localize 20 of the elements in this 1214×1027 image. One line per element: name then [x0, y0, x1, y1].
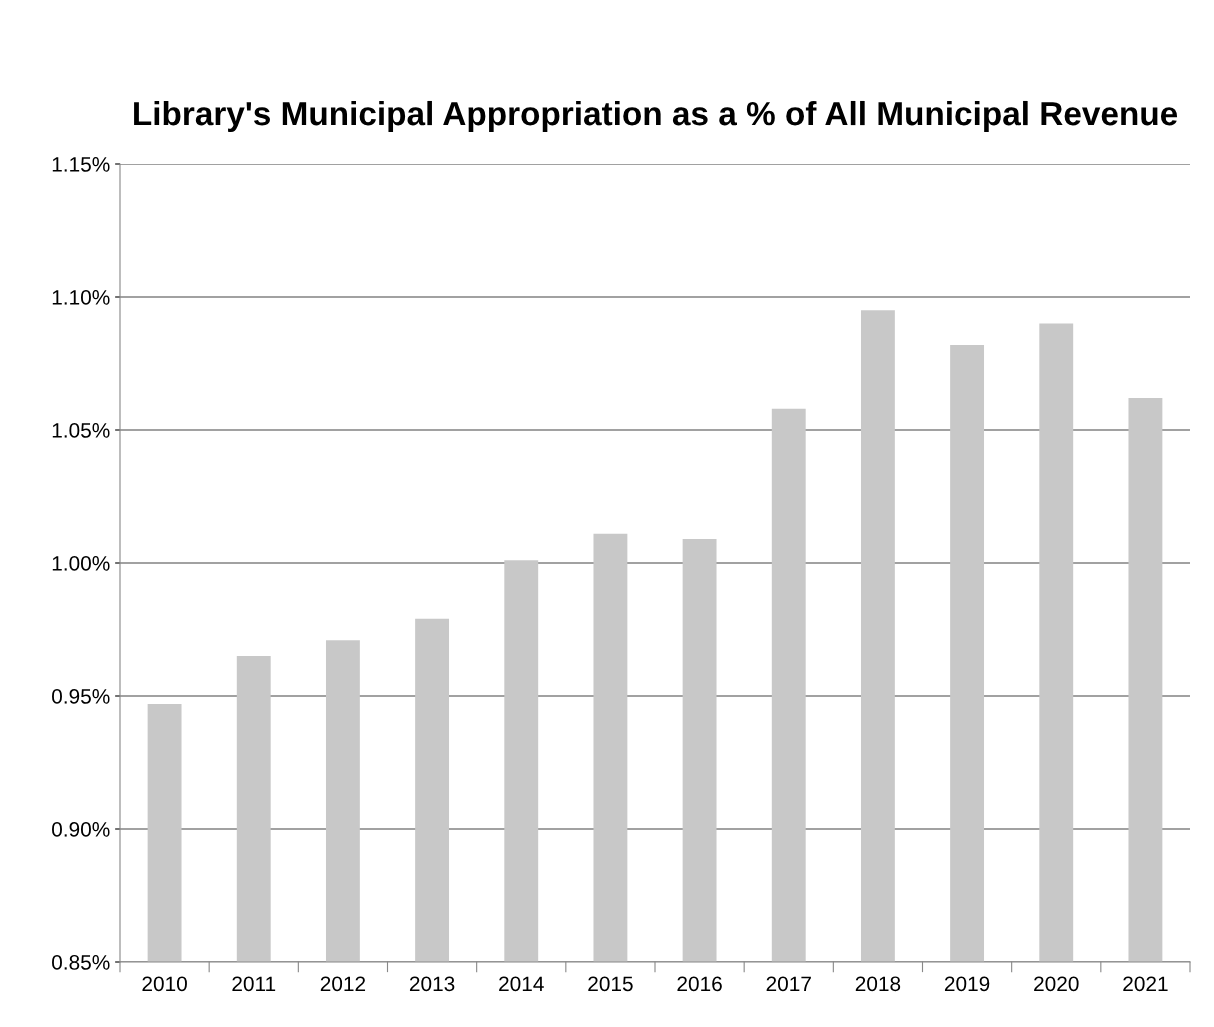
y-tick-label: 1.15% — [52, 157, 110, 172]
x-tick-label: 2015 — [588, 976, 633, 992]
x-tick-label: 2016 — [677, 976, 722, 992]
x-tick-label: 2020 — [1034, 976, 1079, 992]
x-tick-label: 2011 — [232, 976, 276, 992]
x-tick-label: 2013 — [409, 976, 455, 992]
chart-title: Library's Municipal Appropriation as a % of All Municipal Revenue — [134, 100, 1178, 133]
x-tick-label: 2021 — [1123, 976, 1168, 992]
y-tick-label: 0.95% — [52, 689, 110, 704]
y-tick-label: 1.10% — [52, 290, 110, 305]
y-tick-label: 0.90% — [52, 822, 110, 837]
y-tick-label: 1.05% — [52, 423, 110, 438]
x-tick-label: 2018 — [855, 976, 901, 992]
x-tick-label: 2010 — [142, 976, 187, 992]
x-tick-label: 2017 — [766, 976, 811, 992]
x-tick-label: 2012 — [320, 976, 366, 992]
x-tick-label: 2019 — [944, 976, 990, 992]
y-tick-label: 1.00% — [52, 556, 110, 571]
y-tick-label: 0.85% — [52, 955, 110, 970]
x-tick-label: 2014 — [499, 976, 544, 992]
